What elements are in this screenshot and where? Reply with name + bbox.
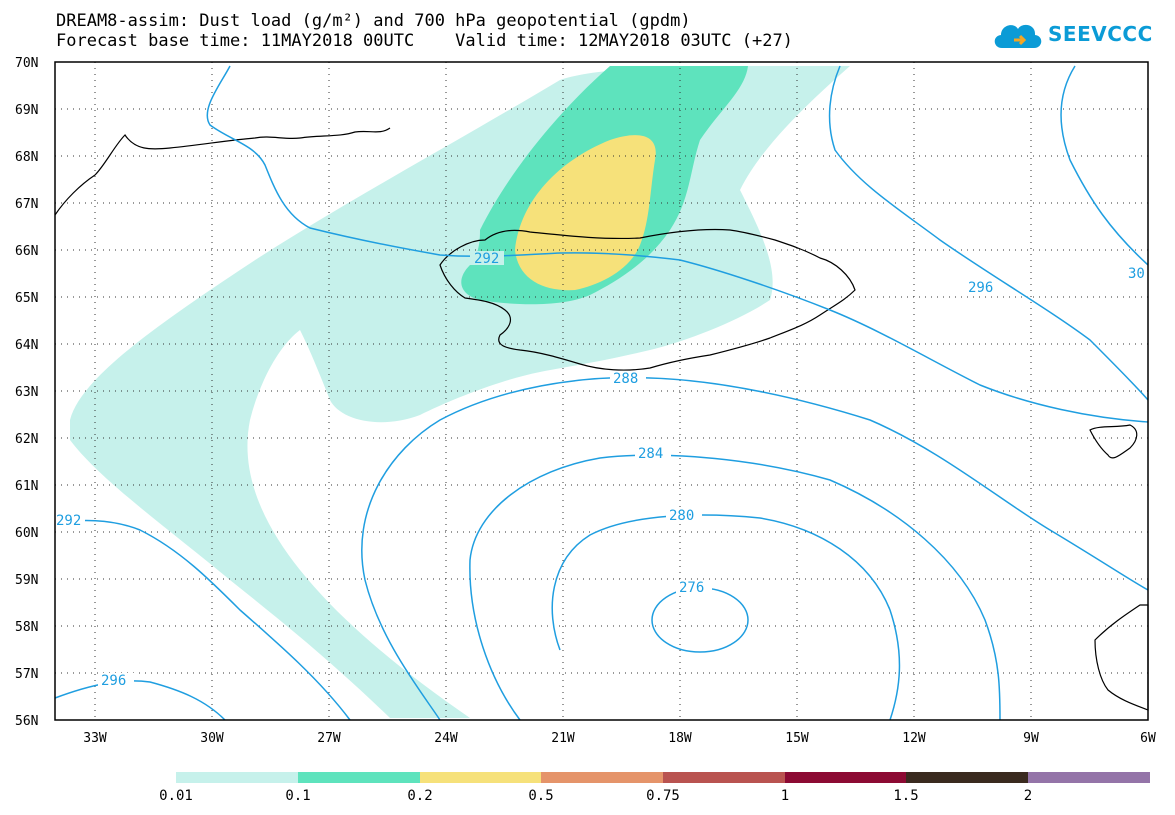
colorbar-label: 2 — [1023, 788, 1033, 804]
colorbar-label: 0.5 — [528, 788, 554, 804]
lon-label: 9W — [1023, 731, 1039, 746]
colorbar-label: 1.5 — [893, 788, 919, 804]
colorbar-label: 0.2 — [407, 788, 433, 804]
lon-label: 12W — [902, 731, 926, 746]
contour-label: 292 — [474, 251, 499, 267]
cloud-icon — [994, 24, 1042, 48]
colorbar-swatch — [1028, 772, 1150, 783]
lat-label: 61N — [15, 479, 38, 494]
contour-label: 288 — [613, 371, 638, 387]
colorbar-swatch — [663, 772, 785, 783]
lat-label: 58N — [15, 620, 38, 635]
contour-label: 292 — [56, 513, 81, 529]
contour-296-east — [828, 65, 1149, 401]
lat-label: 69N — [15, 103, 38, 118]
forecast-time-line: Forecast base time: 11MAY2018 00UTC Vali… — [56, 31, 793, 51]
contour-296-west — [54, 680, 226, 721]
seevccc-logo: SEEVCCC — [990, 14, 1152, 54]
lat-label: 64N — [15, 338, 38, 353]
lat-label: 66N — [15, 244, 38, 259]
lat-label: 62N — [15, 432, 38, 447]
lon-label: 18W — [668, 731, 692, 746]
contour-label: 284 — [638, 446, 663, 462]
colorbar-label: 0.1 — [285, 788, 311, 804]
geopotential-contours — [54, 65, 1149, 721]
lat-label: 65N — [15, 291, 38, 306]
lat-label: 67N — [15, 197, 38, 212]
coastlines — [54, 127, 1149, 711]
longitude-labels: 33W 30W 27W 24W 21W 18W 15W 12W 9W 6W — [83, 731, 1156, 746]
lat-label: 56N — [15, 714, 38, 729]
lon-label: 15W — [785, 731, 809, 746]
lon-label: 6W — [1140, 731, 1156, 746]
contour-label: 296 — [968, 280, 993, 296]
dust-band-0.2 — [515, 135, 656, 291]
contour-288 — [361, 376, 1149, 721]
lat-label: 63N — [15, 385, 38, 400]
colorbar-swatch — [906, 772, 1028, 783]
graticule — [55, 62, 1148, 720]
latitude-labels: 70N 69N 68N 67N 66N 65N 64N 63N 62N 61N … — [15, 56, 38, 729]
colorbar-label: 0.75 — [646, 788, 680, 804]
lon-label: 21W — [551, 731, 575, 746]
contour-276 — [651, 587, 749, 653]
lat-label: 57N — [15, 667, 38, 682]
contour-284 — [469, 454, 1001, 721]
lat-label: 60N — [15, 526, 38, 541]
contour-label: 280 — [669, 508, 694, 524]
contour-292-west — [54, 519, 351, 721]
contour-280 — [551, 514, 901, 721]
dust-band-0.01 — [70, 66, 850, 718]
colorbar-swatch — [420, 772, 541, 783]
map-frame — [54, 61, 1149, 721]
colorbar-swatch — [298, 772, 420, 783]
lat-label: 68N — [15, 150, 38, 165]
contour-label: 276 — [679, 580, 704, 596]
contour-292-north — [206, 65, 1149, 423]
contour-label: 296 — [101, 673, 126, 689]
map-title: DREAM8-assim: Dust load (g/m²) and 700 h… — [56, 11, 691, 31]
contour-300-east — [1060, 65, 1149, 266]
logo-text: SEEVCCC — [1048, 22, 1153, 46]
lon-label: 24W — [434, 731, 458, 746]
lon-label: 27W — [317, 731, 341, 746]
colorbar-swatch — [541, 772, 663, 783]
colorbar-label: 1 — [780, 788, 790, 804]
colorbar-swatch — [785, 772, 906, 783]
lat-label: 59N — [15, 573, 38, 588]
colorbar-label: 0.01 — [159, 788, 193, 804]
contour-label: 30 — [1128, 266, 1145, 282]
lon-label: 33W — [83, 731, 107, 746]
lat-label: 70N — [15, 56, 38, 71]
colorbar-swatch — [176, 772, 298, 783]
lon-label: 30W — [200, 731, 224, 746]
